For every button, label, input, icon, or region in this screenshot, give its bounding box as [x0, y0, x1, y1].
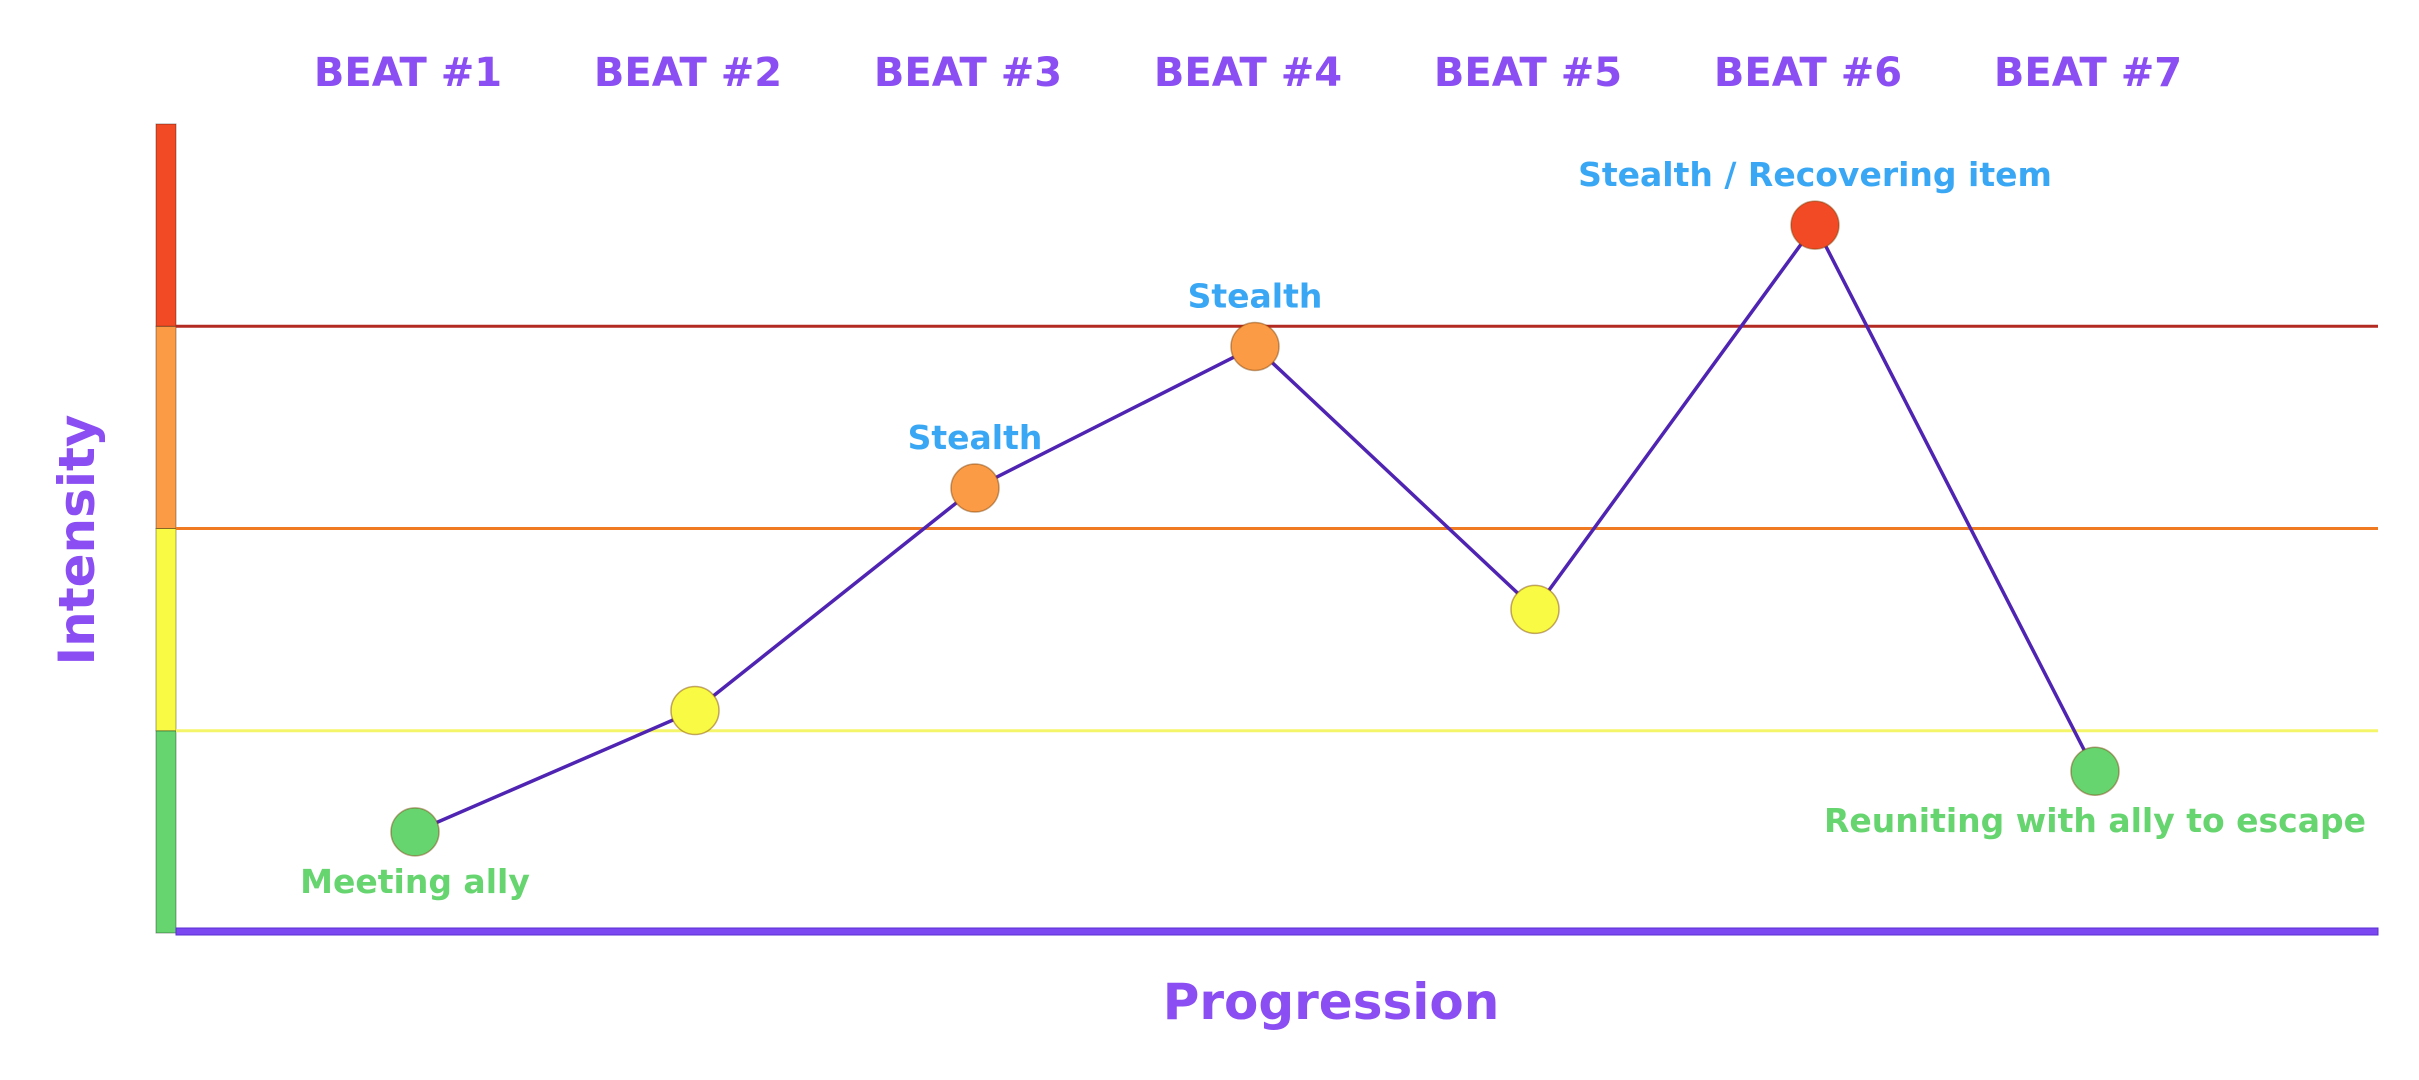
data-point	[950, 463, 1000, 513]
data-point	[1510, 584, 1560, 635]
intensity-series	[390, 200, 2120, 857]
point-label: Stealth	[908, 418, 1043, 457]
beat-label: BEAT #5	[1434, 50, 1622, 96]
data-point	[2070, 746, 2120, 796]
intensity-zone-2	[155, 528, 177, 732]
beat-label: BEAT #2	[594, 50, 782, 96]
beat-labels: BEAT #1 BEAT #2 BEAT #3 BEAT #4 BEAT #5 BEAT …	[314, 50, 2182, 96]
point-label: Reuniting with ally to escape	[1824, 801, 2366, 840]
data-point	[670, 685, 720, 736]
y-axis-title: Intensity	[48, 414, 106, 665]
data-point	[390, 807, 440, 857]
beat-label: BEAT #3	[874, 50, 1062, 96]
point-annotations: Meeting ally Stealth Stealth Stealth / Reco…	[300, 155, 2366, 901]
intensity-zone-3	[155, 325, 177, 529]
intensity-zone-bar	[155, 123, 177, 934]
point-label: Meeting ally	[300, 862, 530, 901]
x-axis-line	[175, 927, 2379, 936]
point-label: Stealth / Recovering item	[1578, 155, 2052, 194]
beat-label: BEAT #4	[1154, 50, 1342, 96]
data-point	[1790, 200, 1840, 250]
x-axis-title: Progression	[1163, 973, 1500, 1031]
beat-label: BEAT #1	[314, 50, 502, 96]
data-point	[1230, 321, 1280, 372]
intensity-zone-1	[155, 730, 177, 934]
beat-label: BEAT #7	[1994, 50, 2182, 96]
point-label: Stealth	[1188, 276, 1323, 315]
threshold-lines	[176, 324, 2378, 733]
beat-label: BEAT #6	[1714, 50, 1902, 96]
intensity-zone-4	[155, 123, 177, 327]
